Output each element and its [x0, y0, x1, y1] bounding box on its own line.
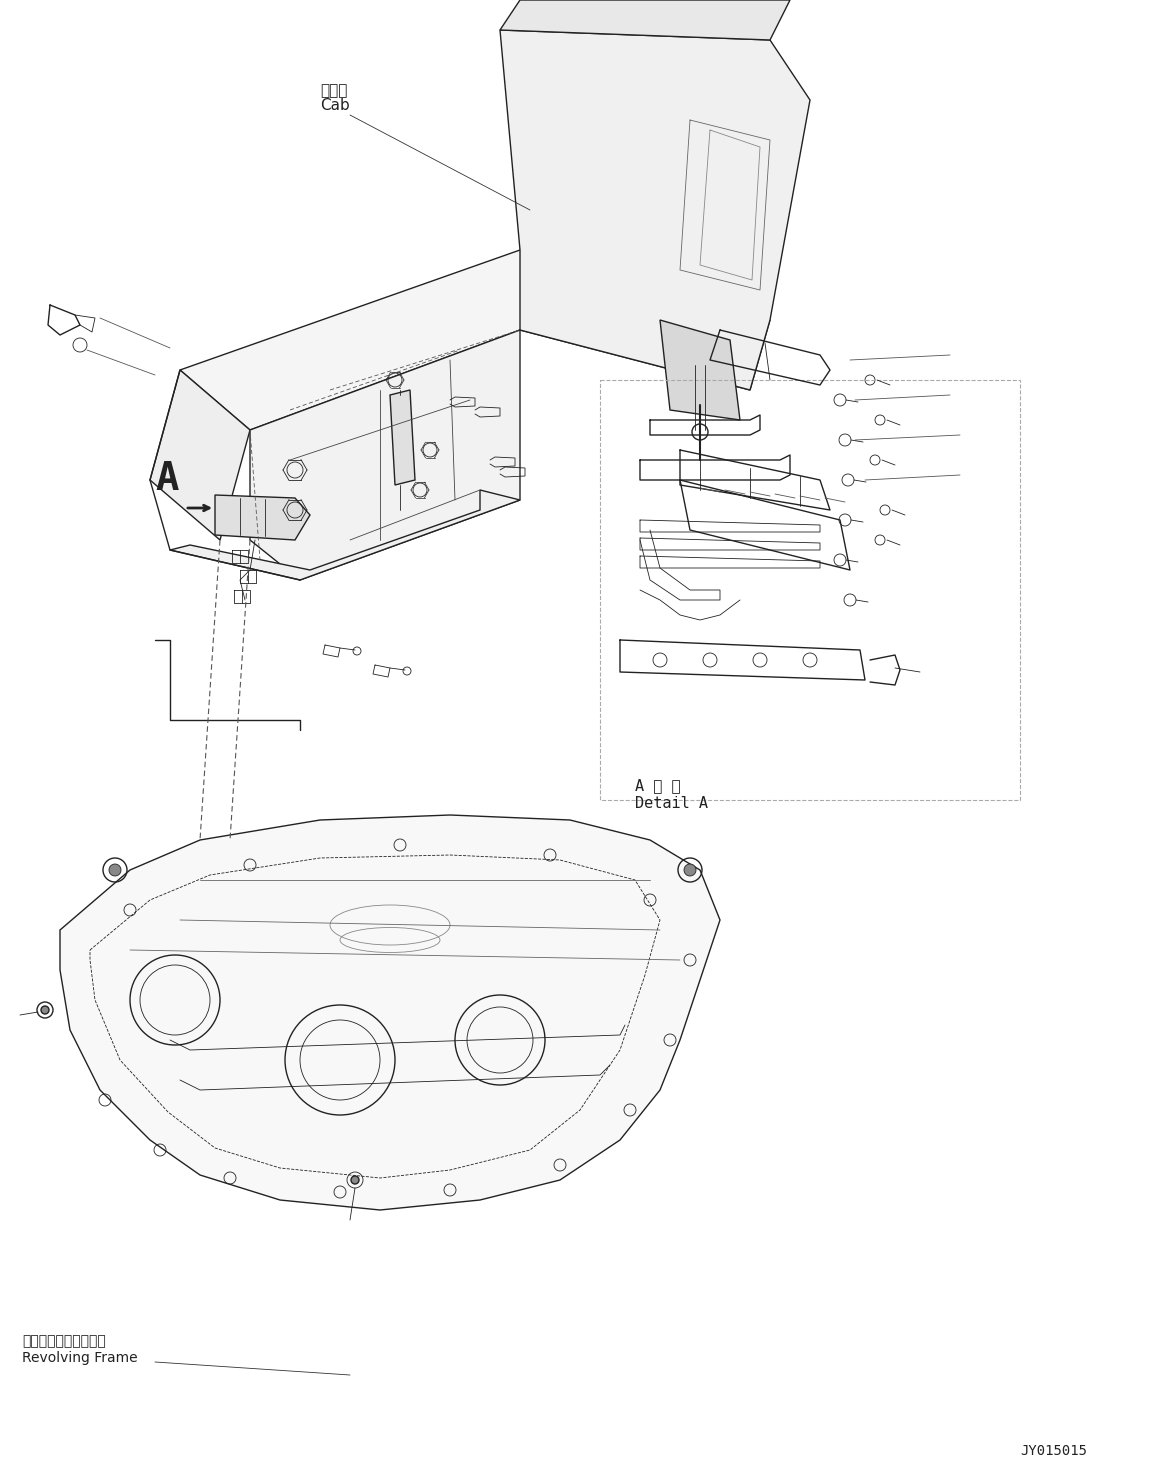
Bar: [600, 380, 1020, 801]
Polygon shape: [60, 815, 720, 1210]
Text: Revolving Frame: Revolving Frame: [22, 1351, 137, 1365]
Polygon shape: [659, 321, 740, 419]
Polygon shape: [150, 371, 250, 541]
Polygon shape: [180, 250, 770, 430]
Text: Cab: Cab: [320, 97, 350, 114]
Text: A 詳 細: A 詳 細: [635, 778, 680, 793]
Polygon shape: [170, 490, 520, 580]
Text: Detail A: Detail A: [635, 796, 708, 811]
Text: キャブ: キャブ: [320, 83, 348, 97]
Text: JY015015: JY015015: [1020, 1445, 1087, 1458]
Polygon shape: [250, 329, 520, 580]
Polygon shape: [390, 390, 415, 484]
Polygon shape: [215, 495, 311, 541]
Text: A: A: [155, 459, 178, 498]
Polygon shape: [500, 0, 790, 40]
Polygon shape: [500, 30, 809, 390]
Circle shape: [684, 864, 695, 876]
Text: レボルビングフレーム: レボルビングフレーム: [22, 1334, 106, 1349]
Circle shape: [351, 1176, 359, 1185]
Circle shape: [109, 864, 121, 876]
Circle shape: [41, 1006, 49, 1015]
